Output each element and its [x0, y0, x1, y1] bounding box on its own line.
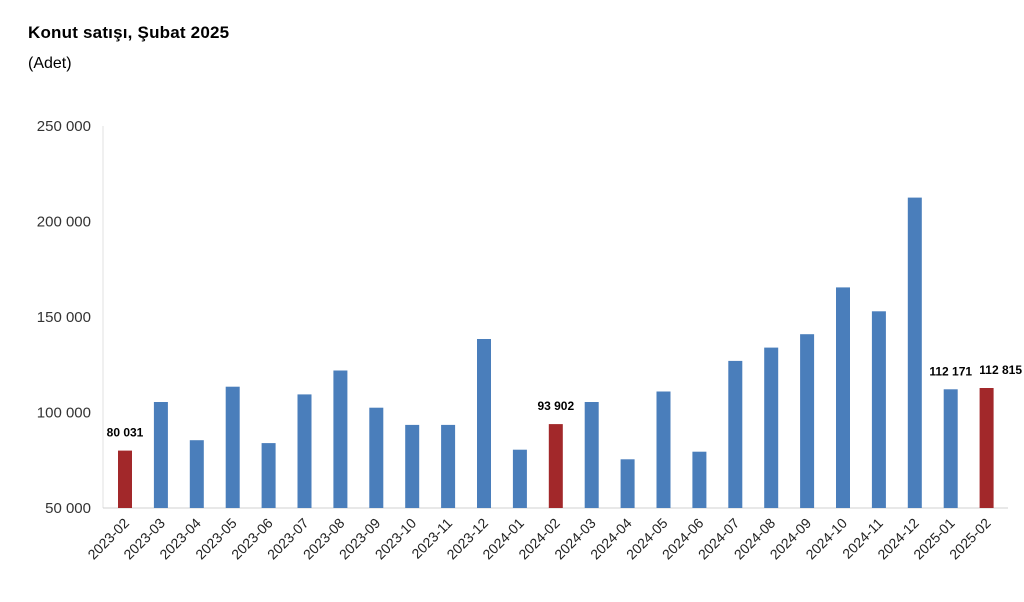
bar-2024-08 — [764, 347, 779, 508]
bar-2023-07 — [297, 394, 312, 508]
bar-2023-06 — [261, 443, 276, 508]
y-tick-label: 50 000 — [45, 500, 91, 517]
y-tick-label: 250 000 — [37, 118, 91, 135]
bar-2024-10 — [836, 287, 850, 508]
data-labels: 80 031 93 902 112 171 112 815 — [107, 363, 1023, 440]
bar-2024-05 — [656, 391, 671, 508]
data-label-2025-01: 112 171 — [929, 364, 972, 378]
bar-2023-11 — [441, 424, 456, 508]
y-axis: 50 000 100 000 150 000 200 000 250 000 — [37, 118, 104, 517]
bar-2025-02 — [979, 388, 994, 508]
bar-2024-11 — [871, 311, 886, 508]
data-label-2023-02: 80 031 — [107, 426, 144, 440]
bar-2024-02 — [548, 424, 563, 508]
chart-title: Konut satışı, Şubat 2025 — [28, 23, 230, 42]
bar-2023-03 — [153, 402, 168, 508]
data-label-2025-02: 112 815 — [979, 363, 1022, 377]
bars — [118, 197, 994, 508]
bar-2023-12 — [477, 339, 491, 508]
y-tick-label: 150 000 — [37, 309, 91, 326]
bar-2024-01 — [512, 449, 527, 508]
bar-2023-10 — [405, 424, 420, 508]
chart-subtitle: (Adet) — [28, 55, 72, 72]
bar-2023-02 — [118, 450, 132, 508]
bar-2024-07 — [728, 360, 743, 508]
data-label-2024-02: 93 902 — [537, 399, 574, 413]
bar-2023-05 — [225, 386, 240, 508]
bar-2024-06 — [692, 451, 707, 508]
x-axis: 2023-022023-032023-042023-052023-062023-… — [84, 507, 1008, 562]
bar-2023-08 — [333, 370, 348, 508]
bar-2023-09 — [369, 407, 384, 508]
bar-2024-12 — [907, 197, 922, 508]
bar-2023-04 — [189, 440, 204, 508]
y-tick-label: 100 000 — [37, 405, 91, 422]
bar-2024-09 — [800, 334, 815, 508]
bar-2025-01 — [943, 389, 958, 508]
y-tick-label: 200 000 — [37, 214, 91, 231]
bar-2024-03 — [584, 402, 599, 508]
bar-2024-04 — [620, 459, 635, 508]
